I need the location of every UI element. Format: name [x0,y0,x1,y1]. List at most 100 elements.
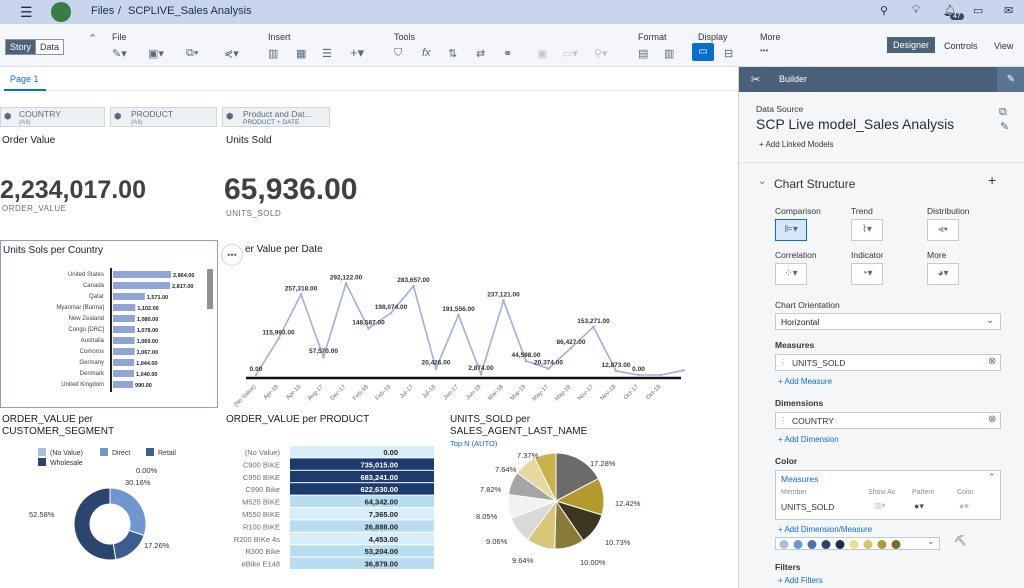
bar[interactable] [113,293,145,300]
series-line[interactable] [255,281,684,377]
table-cell[interactable] [290,458,434,470]
data-point[interactable] [682,369,685,372]
copy-icon[interactable]: ⧉▾ [186,47,199,59]
comment-icon[interactable]: ▭ [692,43,714,61]
data-point[interactable] [412,284,415,288]
color-measures-card[interactable]: Measures ⌃ Member Show As Pattern Color … [775,470,1001,520]
distribution-chart-icon[interactable]: ⫷▾ [927,219,959,241]
data-point[interactable] [479,372,483,376]
explorer-icon[interactable]: ⚭ [503,48,513,60]
formula-icon[interactable]: fx [422,47,431,59]
tool-icon-6[interactable]: ▣ [537,48,548,60]
add-filters-link[interactable]: + Add Filters [778,576,823,585]
drag-handle-icon[interactable]: ⋮ [779,416,787,425]
chart-icon[interactable]: ▥ [268,48,279,60]
rank-icon[interactable]: ⇅ [448,48,458,60]
data-point[interactable] [299,293,303,296]
sort-icon[interactable]: ⇄ [476,48,486,60]
bar[interactable] [113,359,135,366]
bar[interactable] [113,282,171,289]
more-chart-icon[interactable]: ◕▾ [927,263,959,285]
controls-button[interactable]: Controls [944,41,978,51]
table-cell[interactable] [290,470,434,483]
edit-source-icon[interactable]: ✎ [1000,121,1010,133]
orientation-select[interactable]: Horizontal ⌄ [775,313,1001,330]
palette-edit-icon[interactable]: ⛏ [954,536,967,547]
scrollbar[interactable] [207,269,213,309]
data-point[interactable] [322,355,325,359]
table-cell[interactable] [290,495,434,507]
filter-product[interactable]: ⬢ PRODUCT (All) [110,107,217,127]
more-actions-button[interactable]: ••• [221,244,243,266]
collapse-icon[interactable]: ⌃ [88,33,98,45]
add-icon[interactable]: + [988,172,997,188]
pattern-swatch[interactable]: ●▾ [914,501,924,511]
data-point[interactable] [569,346,573,350]
data-point[interactable] [277,337,280,340]
table-icon[interactable]: ▦ [296,48,307,60]
search-icon[interactable]: ⚲ [880,5,889,17]
bar[interactable] [113,304,136,311]
data-point[interactable] [367,327,370,330]
table-cell[interactable] [290,557,434,569]
table-cell[interactable] [290,508,434,520]
table-cell[interactable] [290,520,434,532]
donut-slice[interactable] [73,487,117,561]
copy-source-icon[interactable]: ⧉ [999,106,1007,118]
input-control-icon[interactable]: ☰ [322,48,332,60]
add-dimension-measure-link[interactable]: + Add Dimension/Measure [778,525,873,534]
trend-chart-icon[interactable]: ⌇▾ [851,219,883,241]
bar[interactable] [113,271,171,278]
table-cell[interactable] [290,446,434,458]
menu-icon[interactable]: ☰ [20,4,33,20]
data-point[interactable] [659,373,663,377]
measure-chip[interactable]: ⋮ UNITS_SOLD ⊗ [775,354,1001,371]
bar[interactable] [113,326,135,333]
add-icon[interactable]: +▾ [350,45,365,60]
bar[interactable] [113,315,135,322]
table-cell[interactable] [290,483,434,495]
remove-icon[interactable]: ⊗ [988,356,997,367]
bar[interactable] [113,370,135,377]
correlation-chart-icon[interactable]: ⁘▾ [775,263,807,285]
format-icon-2[interactable]: ▥ [664,48,675,60]
table-cell[interactable] [290,532,434,545]
view-button[interactable]: View [994,41,1014,51]
data-toggle[interactable]: Data [35,39,65,55]
donut-slice[interactable] [109,487,147,537]
share-icon[interactable]: ⋞▾ [224,48,239,60]
filter-country[interactable]: ⬢ COUNTRY (All) [0,107,105,127]
data-point[interactable] [524,359,528,363]
story-toggle[interactable]: Story [5,39,37,55]
feedback-icon[interactable]: ✉︎ [1004,5,1014,17]
data-point[interactable] [389,311,393,315]
bar-chart-tile[interactable]: Units Sols per Country United States 2,86… [0,240,218,408]
data-point[interactable] [434,367,438,370]
add-dimension-link[interactable]: + Add Dimension [778,435,839,444]
table-cell[interactable] [290,545,434,557]
save-icon[interactable]: ▣▾ [148,48,164,60]
data-point[interactable] [637,373,640,377]
data-point[interactable] [502,299,505,303]
data-point[interactable] [457,313,460,317]
indicator-chart-icon[interactable]: ◔▾ [851,263,883,285]
data-point[interactable] [614,369,618,373]
palette-select[interactable]: ⌄ [775,536,940,550]
edit-icon[interactable]: ✎▾ [112,48,127,60]
comparison-chart-icon[interactable]: ⊫▾ [775,219,807,241]
panel-icon[interactable]: ⊟ [724,48,734,60]
filter-icon[interactable]: ⛉ [394,47,403,59]
bar[interactable] [113,381,134,388]
show-as-icon[interactable]: ▥▾ [874,501,886,510]
tool-icon-8[interactable]: ⚲▾ [594,48,608,60]
pie-slice[interactable] [555,452,600,502]
dimension-chip[interactable]: ⋮ COUNTRY ⊗ [775,412,1001,429]
bar[interactable] [113,348,135,355]
donut-slice[interactable] [112,529,145,561]
add-linked-models[interactable]: + Add Linked Models [759,140,834,149]
data-point[interactable] [254,373,258,377]
bar[interactable] [113,337,135,344]
chevron-up-icon[interactable]: ⌃ [988,472,996,482]
pie-slice[interactable] [533,452,557,502]
color-swatch[interactable]: ●▾ [959,501,969,511]
